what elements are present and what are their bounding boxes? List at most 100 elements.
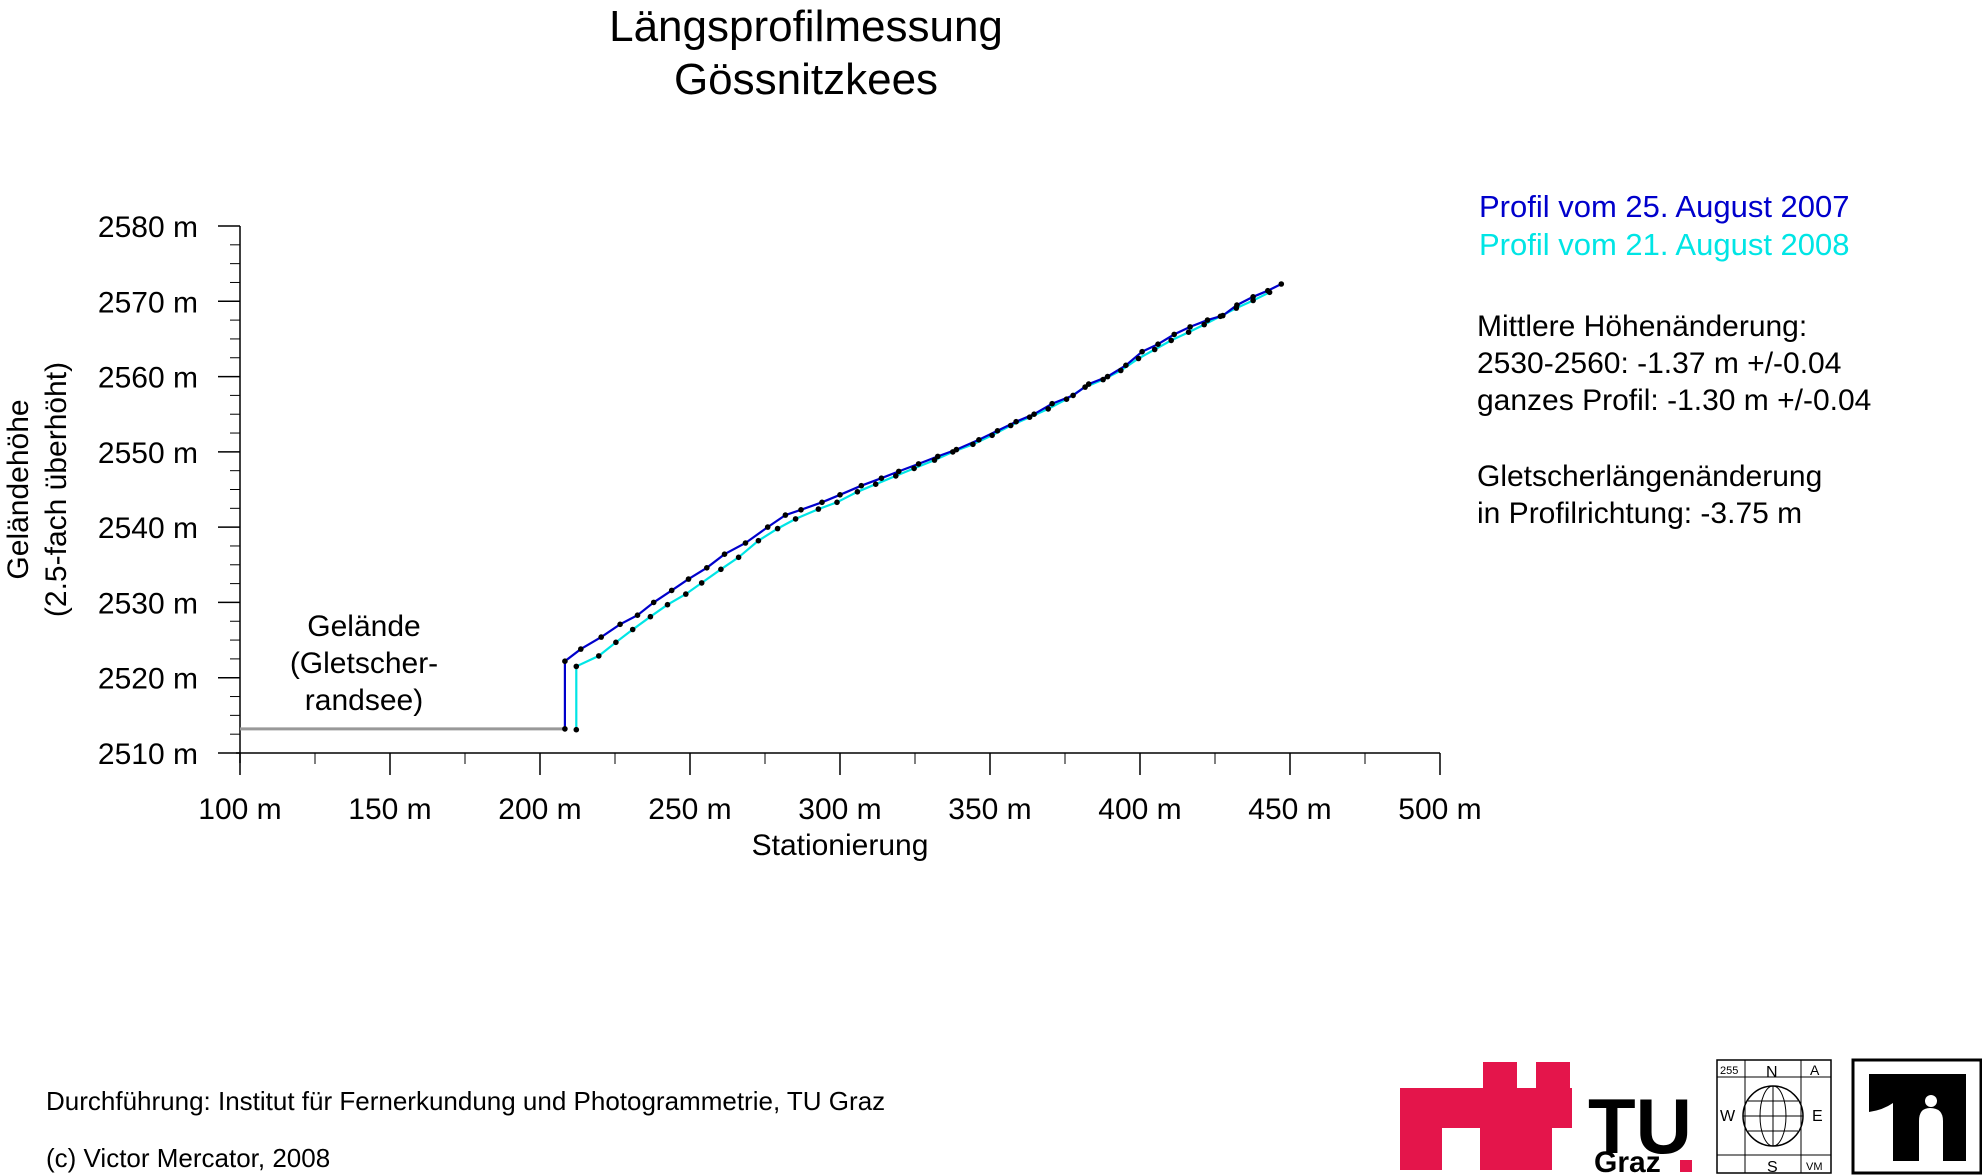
footer-credit: Durchführung: Institut für Fernerkundung… [46, 1086, 886, 1116]
series-point-1 [1201, 321, 1207, 328]
legend-item-2008: Profil vom 21. August 2008 [1479, 227, 1850, 262]
series-point-0 [578, 646, 584, 652]
series-point-1 [629, 626, 636, 633]
hoehen-total: ganzes Profil: -1.30 m +/-0.04 [1477, 384, 1872, 417]
series-point-0 [1070, 392, 1076, 399]
chart-title: Längsprofilmessung [609, 2, 1003, 51]
series-point-1 [1135, 355, 1142, 362]
chart-axes [218, 225, 1441, 775]
series-point-1 [1233, 305, 1240, 311]
series-point-0 [782, 512, 789, 518]
institute-logo [1851, 1058, 1982, 1175]
gelaende-label: (Gletscher- [290, 647, 438, 680]
series-point-1 [1250, 297, 1256, 304]
series-point-1 [1217, 313, 1224, 320]
series-point-0 [562, 726, 568, 732]
series-point-1 [872, 481, 879, 488]
chart-series [240, 281, 1285, 733]
series-point-0 [1104, 373, 1111, 380]
series-point-0 [1031, 411, 1037, 418]
series-point-1 [1045, 406, 1051, 412]
series-point-1 [1100, 376, 1106, 383]
series-point-1 [613, 639, 619, 646]
series-point-0 [1204, 317, 1211, 323]
series-point-1 [573, 726, 580, 733]
series-point-1 [911, 465, 917, 472]
series-point-1 [931, 457, 938, 463]
compass-n: N [1766, 1064, 1778, 1081]
y-tick-label: 2530 m [98, 587, 198, 620]
series-point-1 [792, 516, 799, 522]
compass-w: W [1720, 1108, 1736, 1125]
compass-tri: A [1810, 1062, 1820, 1078]
series-point-1 [989, 432, 995, 439]
y-tick-label: 2520 m [98, 663, 198, 696]
series-point-1 [970, 441, 976, 448]
compass-logo: N W E S 255 A VM [1716, 1059, 1832, 1176]
series-point-0 [935, 453, 941, 460]
series-point-0 [994, 428, 1001, 434]
series-point-1 [1063, 396, 1070, 403]
institute-emblem-icon [1869, 1074, 1966, 1161]
series-point-0 [1155, 341, 1161, 348]
series-point-0 [668, 587, 675, 594]
x-axis-label: Stationierung [752, 829, 929, 862]
series-point-0 [1123, 362, 1129, 369]
series-point-1 [1118, 367, 1124, 374]
series-point-1 [834, 499, 840, 506]
series-point-0 [858, 482, 865, 489]
gelaende-label: randsee) [305, 684, 423, 717]
tu-sub-text: Graz [1594, 1146, 1661, 1176]
compass-vm: VM [1806, 1161, 1823, 1173]
chart-labels: 2510 m 2520 m 2530 m 2540 m 2550 m 2560 m 2570… [2, 211, 1482, 862]
series-point-1 [1185, 329, 1192, 336]
x-tick-label: 200 m [498, 793, 581, 826]
series-point-0 [976, 437, 982, 443]
laengen-heading: Gletscherlängenänderung [1477, 460, 1823, 493]
series-point-0 [704, 565, 710, 571]
x-tick-label: 500 m [1398, 793, 1481, 826]
series-point-0 [721, 551, 728, 557]
series-point-1 [1168, 337, 1174, 344]
y-tick-label: 2580 m [98, 211, 198, 244]
series-point-0 [819, 499, 825, 506]
series-point-0 [878, 475, 885, 482]
tu-graz-blocks [1400, 1062, 1572, 1170]
series-point-0 [742, 540, 749, 546]
series-point-1 [698, 580, 705, 586]
x-tick-label: 250 m [648, 793, 731, 826]
series-point-1 [1026, 414, 1033, 421]
series-point-0 [1139, 348, 1145, 355]
x-tick-label: 150 m [348, 793, 431, 826]
series-point-1 [815, 506, 822, 512]
series-point-0 [798, 507, 804, 513]
x-tick-label: 450 m [1248, 793, 1331, 826]
compass-s: S [1767, 1159, 1778, 1176]
series-point-0 [764, 524, 771, 530]
series-point-1 [596, 653, 602, 659]
series-point-1 [755, 537, 762, 544]
series-point-1 [1266, 289, 1273, 296]
series-point-0 [1171, 331, 1177, 338]
series-point-0 [617, 621, 623, 628]
series-line-1 [575, 291, 1271, 730]
y-tick-label: 2510 m [98, 738, 198, 771]
series-point-1 [683, 591, 689, 597]
series-point-0 [598, 634, 604, 640]
tu-text: TU [1588, 1082, 1692, 1170]
series-point-0 [562, 658, 568, 664]
legend-item-2007: Profil vom 25. August 2007 [1479, 189, 1850, 224]
hoehen-range: 2530-2560: -1.37 m +/-0.04 [1477, 347, 1842, 380]
chart-subtitle: Gössnitzkees [673, 55, 939, 104]
series-point-1 [893, 473, 899, 479]
y-tick-label: 2560 m [98, 362, 198, 395]
x-tick-label: 100 m [198, 793, 281, 826]
series-point-0 [896, 468, 902, 475]
series-point-1 [718, 566, 724, 573]
x-tick-label: 300 m [798, 793, 881, 826]
series-point-1 [573, 663, 580, 670]
gelaende-label: Gelände [307, 610, 420, 643]
series-point-0 [1187, 324, 1193, 330]
